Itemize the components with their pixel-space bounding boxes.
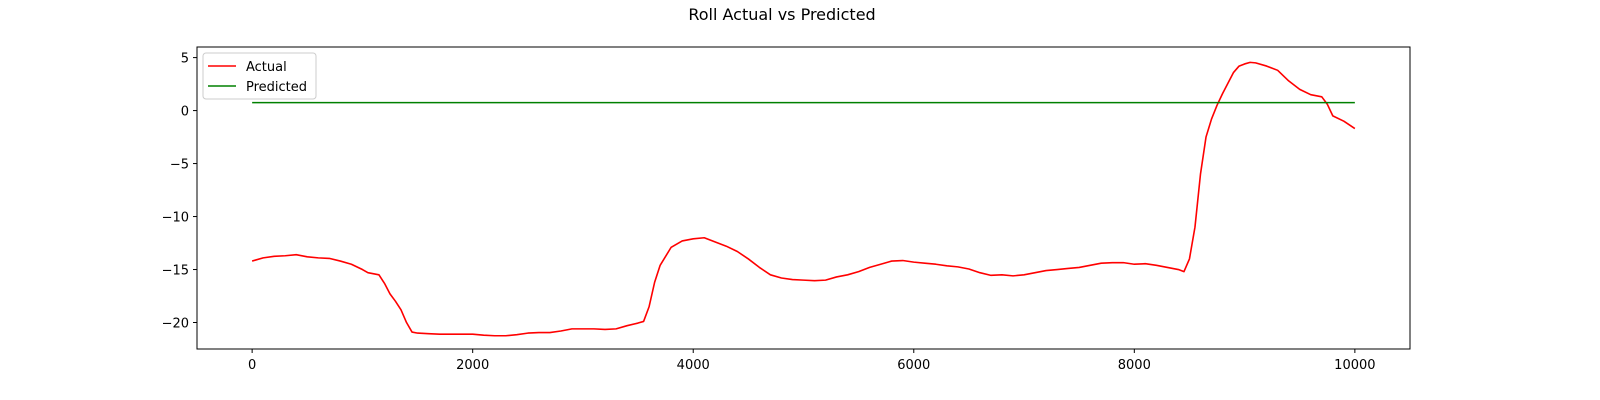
y-tick-label: 5 <box>181 52 189 67</box>
axes: 0 2000 4000 6000 8000 10000 5 0 −5 −10 −15 −20 <box>162 46 1411 373</box>
x-tick-label: 6000 <box>897 358 930 373</box>
x-tick-label: 2000 <box>456 358 489 373</box>
series-line-actual <box>251 61 1356 337</box>
legend: Actual Predicted <box>202 52 317 100</box>
chart-title: Roll Actual vs Predicted <box>688 5 875 24</box>
legend-box <box>202 52 317 100</box>
y-tick-label: −10 <box>162 211 189 226</box>
y-tick-label: −15 <box>162 264 189 279</box>
x-tick-label: 4000 <box>677 358 710 373</box>
plot-frame <box>196 46 1411 350</box>
x-tick-label: 10000 <box>1334 358 1375 373</box>
y-tick-label: −5 <box>170 158 189 173</box>
x-tick-label: 0 <box>248 358 256 373</box>
y-tick-label: −20 <box>162 317 189 332</box>
y-tick-label: 0 <box>181 105 189 120</box>
legend-label-actual: Actual <box>246 60 287 75</box>
x-tick-label: 8000 <box>1118 358 1151 373</box>
legend-label-predicted: Predicted <box>246 80 307 95</box>
plot-area <box>251 61 1356 337</box>
